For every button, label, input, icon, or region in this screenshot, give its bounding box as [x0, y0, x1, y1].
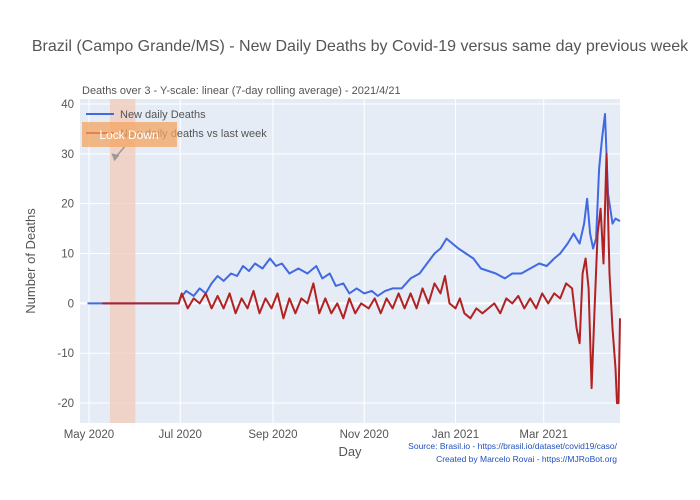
series-layer — [87, 113, 621, 405]
credit-note[interactable]: Created by Marcelo Rovai - https://MJRoB… — [436, 454, 617, 464]
y-tick-label: 10 — [61, 249, 74, 261]
lockdown-annotation: Lock Down — [82, 122, 177, 162]
y-tick-label: 20 — [61, 199, 74, 211]
x-axis-label: Day — [338, 444, 362, 459]
annotation-box — [82, 122, 177, 147]
y-tick-label: -20 — [57, 398, 74, 410]
lockdown-shade — [109, 99, 136, 423]
y-tick-label: -10 — [57, 348, 74, 360]
plot-area — [80, 99, 620, 423]
legend-label-new-daily-deaths: New daily Deaths — [120, 109, 206, 121]
x-tick-label: Sep 2020 — [248, 429, 297, 441]
lockdown-region — [109, 99, 136, 423]
x-tick-label: Mar 2021 — [519, 429, 568, 441]
x-tick-label: Jan 2021 — [432, 429, 479, 441]
y-ticks: 40 30 20 10 0 -10 -20 — [57, 99, 74, 410]
series-line-vs-last-week[interactable] — [102, 152, 621, 405]
x-tick-label: Nov 2020 — [340, 429, 389, 441]
annotation-text: Lock Down — [99, 128, 158, 142]
y-axis-label: Number of Deaths — [23, 208, 38, 314]
y-tick-label: 40 — [61, 99, 74, 111]
chart-subtitle: Deaths over 3 - Y-scale: linear (7-day r… — [82, 85, 401, 97]
x-tick-label: May 2020 — [64, 429, 115, 441]
y-tick-label: 0 — [68, 298, 74, 310]
y-tick-label: 30 — [61, 149, 74, 161]
source-note[interactable]: Source: Brasil.io - https://brasil.io/da… — [408, 441, 617, 451]
x-tick-label: Jul 2020 — [158, 429, 201, 441]
x-ticks: May 2020 Jul 2020 Sep 2020 Nov 2020 Jan 2021… — [64, 429, 568, 441]
series-line-new-daily-deaths[interactable] — [87, 113, 621, 305]
annotation-arrowhead — [111, 153, 120, 162]
chart-title: Brazil (Campo Grande/MS) - New Daily Dea… — [32, 38, 689, 55]
